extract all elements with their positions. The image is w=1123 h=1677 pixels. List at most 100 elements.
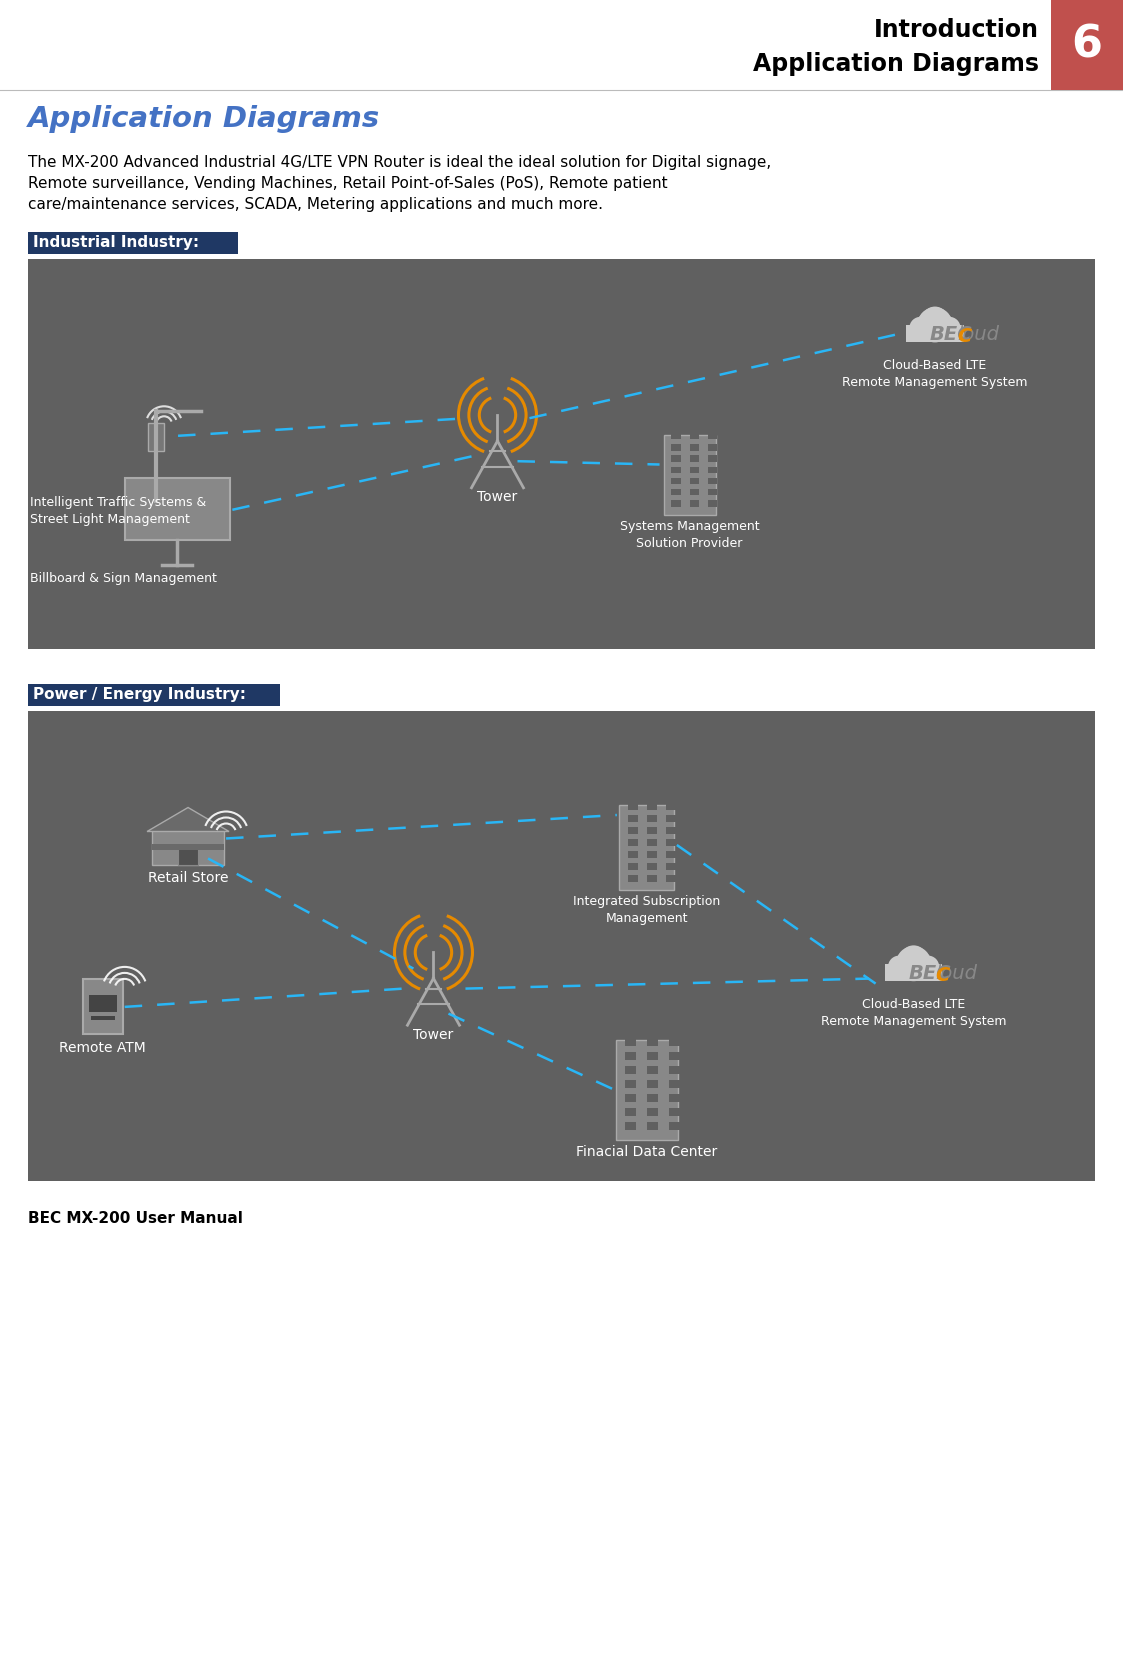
Text: 6: 6	[1071, 23, 1103, 67]
Circle shape	[896, 951, 919, 973]
Bar	[666, 838, 676, 845]
Bar	[91, 1016, 115, 1020]
Bar	[707, 490, 718, 495]
Text: Industrial Industry:: Industrial Industry:	[33, 235, 199, 250]
Bar	[628, 803, 638, 810]
Circle shape	[916, 956, 939, 978]
Bar	[668, 1038, 679, 1046]
Text: Remote ATM: Remote ATM	[60, 1041, 146, 1055]
Bar	[666, 850, 676, 857]
Text: Remote surveillance, Vending Machines, Retail Point-of-Sales (PoS), Remote patie: Remote surveillance, Vending Machines, R…	[28, 176, 668, 191]
Bar	[672, 466, 681, 473]
Bar	[620, 805, 674, 890]
Bar	[89, 996, 117, 1011]
Bar	[707, 454, 718, 461]
Bar	[690, 500, 699, 506]
Bar	[647, 1025, 658, 1031]
Text: Power / Energy Industry:: Power / Energy Industry:	[33, 688, 246, 703]
Bar	[647, 792, 657, 798]
Text: BEC MX-200 User Manual: BEC MX-200 User Manual	[28, 1211, 243, 1226]
Bar	[152, 828, 225, 865]
Bar	[668, 1122, 679, 1130]
Circle shape	[917, 307, 952, 342]
Bar	[668, 1010, 679, 1018]
Bar	[628, 815, 638, 822]
Bar	[672, 478, 681, 485]
Bar	[125, 478, 230, 540]
Bar	[626, 1080, 637, 1088]
Text: Tower: Tower	[413, 1028, 454, 1041]
Circle shape	[917, 312, 940, 334]
Bar	[668, 1108, 679, 1115]
Bar	[28, 231, 238, 253]
Bar	[647, 827, 657, 833]
Text: Application Diagrams: Application Diagrams	[28, 106, 381, 132]
Bar	[690, 478, 699, 485]
Bar	[647, 1080, 658, 1088]
Text: care/maintenance services, SCADA, Metering applications and much more.: care/maintenance services, SCADA, Meteri…	[28, 196, 603, 211]
Bar	[885, 964, 942, 981]
Bar	[666, 792, 676, 798]
Text: Cloud-Based LTE
Remote Management System: Cloud-Based LTE Remote Management System	[842, 359, 1028, 389]
Bar	[707, 466, 718, 473]
Text: Intelligent Traffic Systems &
Street Light Management: Intelligent Traffic Systems & Street Lig…	[30, 496, 207, 527]
Bar	[672, 444, 681, 451]
Bar	[83, 979, 122, 1035]
Bar	[647, 838, 657, 845]
Circle shape	[901, 946, 928, 973]
Bar	[906, 325, 964, 342]
Circle shape	[922, 307, 949, 334]
Bar	[690, 433, 699, 439]
Bar	[668, 1093, 679, 1102]
Bar	[626, 1038, 637, 1046]
Bar	[668, 1051, 679, 1060]
Bar	[672, 500, 681, 506]
Bar	[647, 803, 657, 810]
Bar	[28, 711, 1095, 1181]
Bar	[647, 862, 657, 870]
Bar	[628, 827, 638, 833]
Bar	[626, 1025, 637, 1031]
Circle shape	[888, 956, 911, 978]
Text: Finacial Data Center: Finacial Data Center	[576, 1145, 718, 1159]
Bar	[179, 847, 198, 865]
Polygon shape	[147, 808, 229, 832]
Bar	[690, 490, 699, 495]
Bar	[647, 815, 657, 822]
Text: Tower: Tower	[477, 490, 518, 505]
Bar	[668, 996, 679, 1005]
Text: Retail Store: Retail Store	[148, 870, 228, 884]
Text: C: C	[935, 966, 950, 984]
Bar	[626, 1122, 637, 1130]
Bar	[628, 792, 638, 798]
Bar	[647, 850, 657, 857]
Bar	[690, 454, 699, 461]
Bar	[626, 1010, 637, 1018]
Text: The MX-200 Advanced Industrial 4G/LTE VPN Router is ideal the ideal solution for: The MX-200 Advanced Industrial 4G/LTE VP…	[28, 154, 772, 169]
Bar	[666, 875, 676, 882]
Bar	[647, 1051, 658, 1060]
Text: Introduction: Introduction	[874, 18, 1039, 42]
Circle shape	[910, 317, 932, 339]
Bar	[666, 827, 676, 833]
Bar	[28, 684, 280, 706]
Bar	[647, 1108, 658, 1115]
Bar	[628, 838, 638, 845]
Bar	[28, 258, 1095, 649]
Bar	[1051, 0, 1123, 91]
Bar	[707, 500, 718, 506]
Bar	[647, 996, 658, 1005]
Text: Integrated Subscription
Management: Integrated Subscription Management	[573, 896, 721, 926]
Bar	[626, 1067, 637, 1073]
Bar	[668, 1025, 679, 1031]
Bar	[647, 1122, 658, 1130]
Text: loud: loud	[935, 964, 978, 983]
Bar	[647, 1038, 658, 1046]
Text: Application Diagrams: Application Diagrams	[754, 52, 1039, 75]
Text: Cloud-Based LTE
Remote Management System: Cloud-Based LTE Remote Management System	[821, 998, 1006, 1028]
Bar	[628, 862, 638, 870]
Bar	[626, 1051, 637, 1060]
Bar	[647, 875, 657, 882]
Bar	[626, 1093, 637, 1102]
Bar	[707, 433, 718, 439]
